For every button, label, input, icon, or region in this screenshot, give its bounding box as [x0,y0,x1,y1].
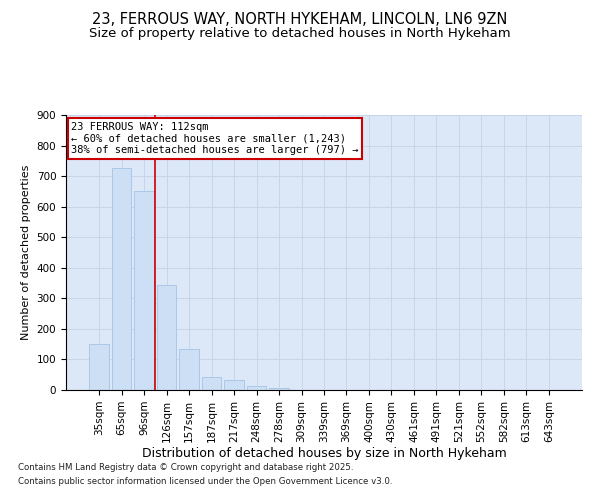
Bar [157,284,176,390]
Text: 23, FERROUS WAY, NORTH HYKEHAM, LINCOLN, LN6 9ZN: 23, FERROUS WAY, NORTH HYKEHAM, LINCOLN,… [92,12,508,28]
Text: Size of property relative to detached houses in North Hykeham: Size of property relative to detached ho… [89,28,511,40]
X-axis label: Distribution of detached houses by size in North Hykeham: Distribution of detached houses by size … [142,448,506,460]
Bar [224,380,244,390]
Bar [179,349,199,390]
Bar [134,192,154,390]
Text: Contains public sector information licensed under the Open Government Licence v3: Contains public sector information licen… [18,477,392,486]
Y-axis label: Number of detached properties: Number of detached properties [21,165,31,340]
Bar [89,344,109,390]
Text: Contains HM Land Registry data © Crown copyright and database right 2025.: Contains HM Land Registry data © Crown c… [18,464,353,472]
Text: 23 FERROUS WAY: 112sqm
← 60% of detached houses are smaller (1,243)
38% of semi-: 23 FERROUS WAY: 112sqm ← 60% of detached… [71,122,359,155]
Bar [247,386,266,390]
Bar [202,377,221,390]
Bar [269,388,289,390]
Bar [112,168,131,390]
